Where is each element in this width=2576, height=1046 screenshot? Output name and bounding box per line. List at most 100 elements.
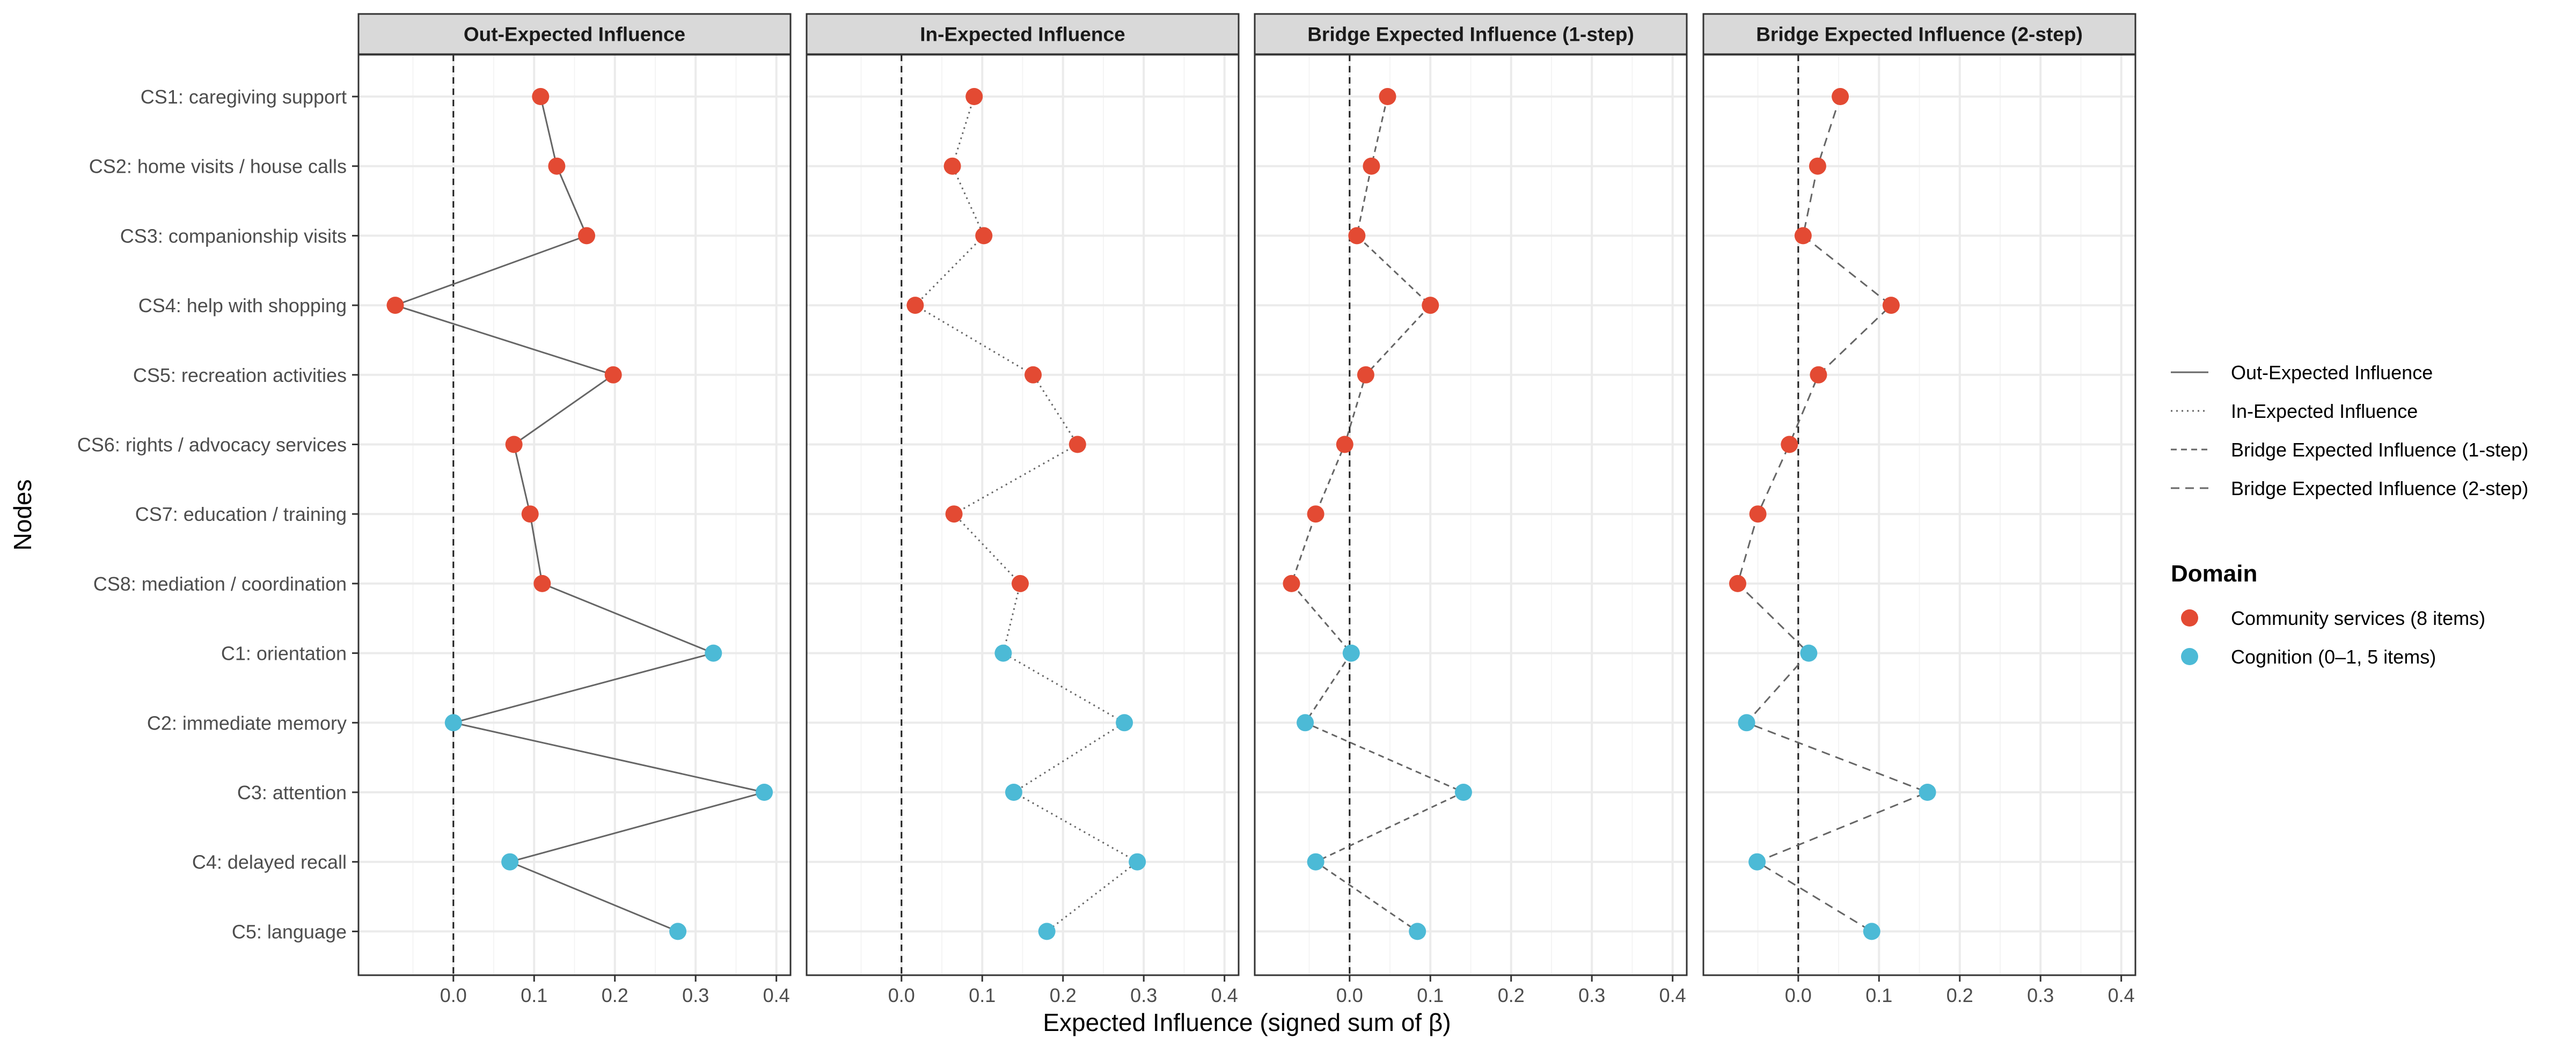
data-point — [1781, 436, 1798, 453]
data-point — [532, 88, 550, 105]
data-point — [386, 297, 404, 314]
y-tick-label: CS3: companionship visits — [120, 225, 347, 247]
data-point — [1005, 784, 1022, 801]
data-point — [1749, 505, 1767, 523]
legend-domain-key — [2181, 648, 2198, 665]
y-tick-label: CS2: home visits / house calls — [89, 156, 347, 178]
panel-strip — [357, 13, 792, 55]
x-tick-label: 0.2 — [1498, 984, 1525, 1006]
data-point — [1307, 505, 1324, 523]
panel-title: Bridge Expected Influence (1-step) — [1307, 24, 1634, 46]
panel-title: In-Expected Influence — [920, 24, 1125, 46]
x-tick-label: 0.4 — [763, 984, 790, 1006]
data-point — [1454, 784, 1472, 801]
legend-line-label: Bridge Expected Influence (1-step) — [2231, 439, 2528, 461]
chart-panels: Out-Expected Influence 0.0 0.1 0.2 0.3 0.4 In-… — [357, 13, 2136, 1006]
y-tick-label: C1: orientation — [221, 643, 347, 665]
x-tick-label: 0.3 — [1578, 984, 1605, 1006]
panel-3: Bridge Expected Influence (1-step) 0.0 0.1… — [1254, 13, 1688, 1006]
data-point — [1409, 923, 1426, 940]
x-tick-label: 0.3 — [682, 984, 709, 1006]
data-point — [1024, 366, 1042, 384]
x-tick-label: 0.3 — [1130, 984, 1157, 1006]
data-point — [994, 644, 1012, 662]
panel-1: Out-Expected Influence 0.0 0.1 0.2 0.3 0.4 — [357, 13, 792, 1006]
data-point — [1307, 853, 1324, 871]
y-tick-label: C2: immediate memory — [147, 712, 347, 734]
x-tick-label: 0.0 — [1785, 984, 1812, 1006]
data-point — [1038, 923, 1056, 940]
data-point — [1357, 366, 1374, 384]
panel-title: Bridge Expected Influence (2-step) — [1756, 24, 2083, 46]
panel-border — [806, 54, 1240, 976]
data-point — [604, 366, 622, 384]
data-point — [1863, 923, 1880, 940]
data-point — [1738, 714, 1755, 732]
data-point — [1283, 574, 1300, 592]
x-tick-label: 0.2 — [1946, 984, 1973, 1006]
x-axis-title: Expected Influence (signed sum of β) — [1043, 1008, 1451, 1036]
y-axis-title: Nodes — [9, 480, 36, 551]
y-tick-label: C5: language — [232, 920, 347, 942]
panel-strip — [1254, 13, 1688, 55]
y-tick-label: CS5: recreation activities — [133, 364, 347, 386]
legend-line-label: Out-Expected Influence — [2231, 362, 2433, 384]
panel-strip — [1702, 13, 2136, 55]
y-tick-label: CS7: education / training — [135, 503, 347, 525]
data-point — [1348, 227, 1366, 245]
panel-strip — [806, 13, 1240, 55]
legend-line-label: In-Expected Influence — [2231, 400, 2418, 422]
data-point — [1832, 88, 1849, 105]
data-point — [705, 644, 722, 662]
data-point — [669, 923, 687, 940]
data-point — [906, 297, 924, 314]
x-tick-label: 0.0 — [1336, 984, 1363, 1006]
panel-title: Out-Expected Influence — [464, 24, 685, 46]
x-tick-label: 0.1 — [521, 984, 547, 1006]
panel-4: Bridge Expected Influence (2-step) 0.0 0.1… — [1702, 13, 2136, 1006]
data-point — [1116, 714, 1133, 732]
x-tick-label: 0.1 — [969, 984, 996, 1006]
data-point — [1809, 157, 1826, 175]
x-tick-label: 0.1 — [1417, 984, 1444, 1006]
legend-line-label: Bridge Expected Influence (2-step) — [2231, 477, 2528, 499]
y-tick-label: C3: attention — [237, 782, 347, 804]
x-tick-label: 0.2 — [1050, 984, 1077, 1006]
y-tick-label: CS4: help with shopping — [138, 294, 347, 316]
panel-2: In-Expected Influence 0.0 0.1 0.2 0.3 0.4 — [806, 13, 1240, 1006]
data-point — [1363, 157, 1380, 175]
y-tick-label: CS8: mediation / coordination — [93, 573, 347, 595]
data-point — [1379, 88, 1396, 105]
data-point — [548, 157, 566, 175]
y-tick-label: C4: delayed recall — [192, 851, 347, 873]
data-point — [1129, 853, 1146, 871]
x-tick-label: 0.4 — [1211, 984, 1238, 1006]
data-point — [1011, 574, 1029, 592]
data-point — [943, 157, 961, 175]
data-point — [1919, 784, 1936, 801]
panel-border — [357, 54, 792, 976]
panel-border — [1702, 54, 2136, 976]
y-axis: CS1: caregiving support CS2: home visits … — [77, 86, 358, 942]
data-point — [1882, 297, 1900, 314]
data-point — [1729, 574, 1746, 592]
data-point — [1800, 644, 1818, 662]
data-point — [578, 227, 596, 245]
x-tick-label: 0.0 — [440, 984, 467, 1006]
legend: Out-Expected Influence In-Expected Influe… — [2171, 362, 2528, 668]
x-tick-label: 0.2 — [602, 984, 628, 1006]
x-tick-label: 0.3 — [2027, 984, 2054, 1006]
data-point — [1336, 436, 1353, 453]
x-tick-label: 0.1 — [1865, 984, 1892, 1006]
data-point — [1342, 644, 1360, 662]
legend-domain-title: Domain — [2171, 561, 2257, 587]
y-tick-label: CS6: rights / advocacy services — [77, 434, 347, 456]
data-point — [975, 227, 993, 245]
data-point — [505, 436, 523, 453]
x-tick-label: 0.4 — [2108, 984, 2135, 1006]
data-point — [965, 88, 983, 105]
data-point — [1748, 853, 1766, 871]
data-point — [756, 784, 773, 801]
data-point — [501, 853, 519, 871]
